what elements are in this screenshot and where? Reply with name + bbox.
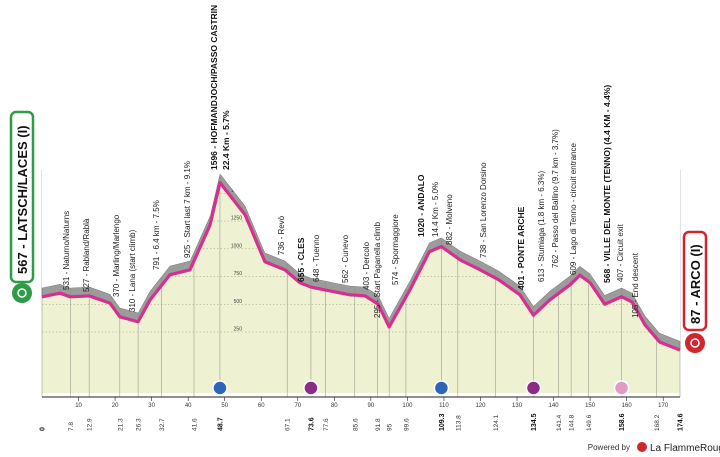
- finish-icon-wheel: [690, 338, 700, 348]
- point-tick-label: 95: [387, 423, 394, 431]
- point-tick-label: 99.6: [403, 418, 410, 431]
- start-icon-wheel: [17, 288, 27, 298]
- axis-layer: 10 20 30 40 50 60 70 80 90 100 110 120 130 140 150 160 1…: [40, 380, 685, 431]
- finish-icon: [685, 333, 705, 353]
- x-tick-label: 30: [148, 403, 155, 409]
- annotation: 613 - Stumiaga (1.8 km - 6.3%): [537, 171, 546, 282]
- line-layer: [41, 181, 681, 352]
- annotation: 609 - Lago di Tenno - circuit entrance: [569, 143, 578, 275]
- annotation: 925 - Start last 7 km - 9.1%: [183, 161, 192, 258]
- point-tick-label: 73.6: [308, 417, 315, 431]
- annotation: 295 - Start Paganella climb: [373, 221, 382, 318]
- annotation: 531 - Naturno/Naturns: [62, 211, 71, 290]
- annotation: 403 - Dercolo: [362, 241, 371, 290]
- stage-icon: [303, 380, 319, 396]
- point-tick-label: 109.3: [439, 413, 446, 431]
- annotation: 648 - Tuenno: [312, 234, 321, 282]
- profile-fill: [42, 182, 680, 393]
- x-tick-label: 70: [294, 403, 301, 409]
- annotation: 562 - Cunevo: [341, 234, 350, 283]
- annotation: 882 - Molveno: [445, 194, 454, 245]
- x-tick-label: 50: [221, 403, 228, 409]
- x-tick-label: 120: [475, 403, 486, 409]
- x-tick-label: 80: [331, 403, 338, 409]
- annotation: 1596 - HOFMANDJOCH/PASSO CASTRIN: [209, 5, 219, 170]
- annotation: 527 - Rabland/Rablà: [82, 218, 91, 292]
- annotation: 22.4 Km - 5.7%: [221, 110, 231, 170]
- point-tick-label: 85.6: [352, 418, 359, 431]
- stage-icon: [433, 380, 450, 396]
- x-tick-label: 110: [439, 403, 449, 409]
- point-tick-label: 7.8: [68, 422, 75, 431]
- annotation: 568 - VILLE DEL MONTE (TENNO) (4.4 KM - …: [602, 85, 612, 283]
- x-tick-label: 100: [402, 403, 413, 409]
- annotation: 105 - End descent: [631, 252, 640, 318]
- x-tick-label: 90: [368, 403, 375, 409]
- footer-logo: [637, 442, 647, 452]
- annotation: 310 - Lana (start climb): [128, 229, 137, 312]
- point-tick-label: 32.7: [159, 418, 166, 431]
- annotation-layer: 531 - Naturno/Naturns 527 - Rabland/Rablà…: [62, 5, 640, 318]
- x-tick-label: 140: [549, 403, 560, 409]
- point-tick-label: 113.8: [455, 415, 462, 431]
- point-tick-label: 124.1: [493, 414, 500, 431]
- profile-line: [41, 181, 681, 352]
- point-tick-label: 174.6: [678, 413, 685, 431]
- point-tick-label: 158.6: [619, 413, 626, 431]
- annotation: 762 - Passo del Ballino (9.7 km - 3.7%): [551, 129, 560, 268]
- point-tick-label: 26.3: [136, 418, 143, 431]
- x-tick-label: 10: [75, 403, 82, 409]
- annotation: 791 - 6.4 km - 7.5%: [152, 200, 161, 270]
- point-tick-label: 144.8: [569, 414, 576, 431]
- point-tick-label: 48.7: [217, 417, 224, 431]
- x-tick-label: 150: [585, 403, 596, 409]
- annotation: 738 - San Lorenzo Dorsino: [479, 162, 488, 258]
- x-tick-label: 160: [622, 403, 633, 409]
- sky-mask: [42, 160, 680, 342]
- y-tick-label: 750: [234, 271, 243, 277]
- start-label: 567 - LATSCH/LACES (I): [15, 125, 30, 274]
- annotation: 370 - Marling/Marlengo: [112, 214, 121, 297]
- annotation: 1020 - ANDALO: [416, 174, 426, 237]
- point-tick-label: 41.6: [192, 418, 199, 431]
- y-tick-label: 1000: [231, 243, 242, 249]
- annotation: 655 - CLES: [296, 237, 306, 282]
- annotation: 407 - Circuit exit: [616, 223, 625, 282]
- stage-icon: [613, 380, 630, 396]
- point-tick-label: 21.3: [117, 418, 124, 431]
- point-tick-label: 12.9: [87, 418, 94, 431]
- finish-box: [682, 230, 708, 332]
- stage-icon: [212, 380, 228, 396]
- point-tick-label: 134.5: [531, 413, 538, 431]
- point-tick-label: 91.8: [375, 418, 382, 431]
- y-tick-label: 1250: [231, 216, 242, 222]
- point-tick-label: 141.4: [556, 414, 563, 431]
- y-tick-label: 500: [234, 299, 243, 305]
- stage-icon: [525, 380, 542, 396]
- point-tick-label: 67.1: [285, 418, 292, 431]
- x-tick-label: 130: [512, 403, 523, 409]
- point-tick-label: 168.2: [654, 414, 661, 431]
- point-tick-label: 0: [40, 427, 47, 431]
- point-tick-label: 149.6: [586, 414, 593, 431]
- annotation: 736 - Revò: [277, 215, 286, 255]
- grid-layer: 250500750100012501500: [41, 160, 681, 397]
- annotation: 401 - PONTE ARCHE: [516, 206, 526, 290]
- start-box: [9, 110, 35, 284]
- point-tick-label: 77.6: [323, 418, 330, 431]
- footer-brand: La FlammeRouge: [650, 443, 720, 454]
- x-tick-label: 170: [658, 403, 669, 409]
- annotation: 14.4 Km - 5.0%: [431, 182, 440, 237]
- y-tick-label: 250: [234, 326, 243, 332]
- footer-powered: Powered by: [588, 443, 630, 452]
- finish-label: 87 - ARCO (I): [688, 244, 703, 324]
- x-tick-label: 20: [112, 403, 119, 409]
- x-tick-label: 60: [258, 403, 265, 409]
- start-icon: [12, 283, 32, 303]
- annotation: 574 - Spormaggiore: [391, 214, 400, 285]
- x-tick-label: 40: [185, 403, 192, 409]
